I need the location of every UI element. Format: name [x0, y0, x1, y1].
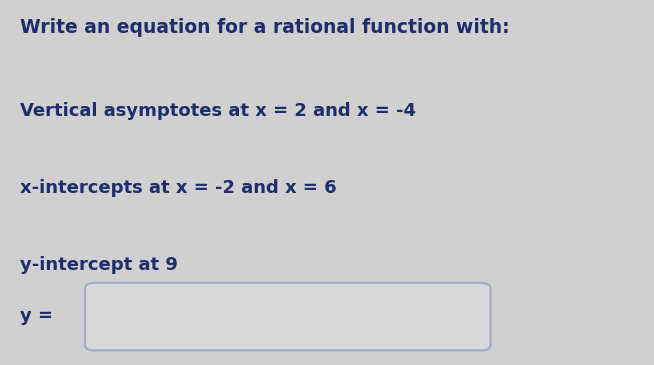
Text: x-intercepts at x = -2 and x = 6: x-intercepts at x = -2 and x = 6: [20, 179, 336, 197]
Text: y =: y =: [20, 307, 52, 325]
FancyBboxPatch shape: [85, 283, 490, 350]
Text: y-intercept at 9: y-intercept at 9: [20, 255, 177, 273]
Text: Write an equation for a rational function with:: Write an equation for a rational functio…: [20, 18, 509, 37]
Text: Vertical asymptotes at x = 2 and x = -4: Vertical asymptotes at x = 2 and x = -4: [20, 102, 416, 120]
